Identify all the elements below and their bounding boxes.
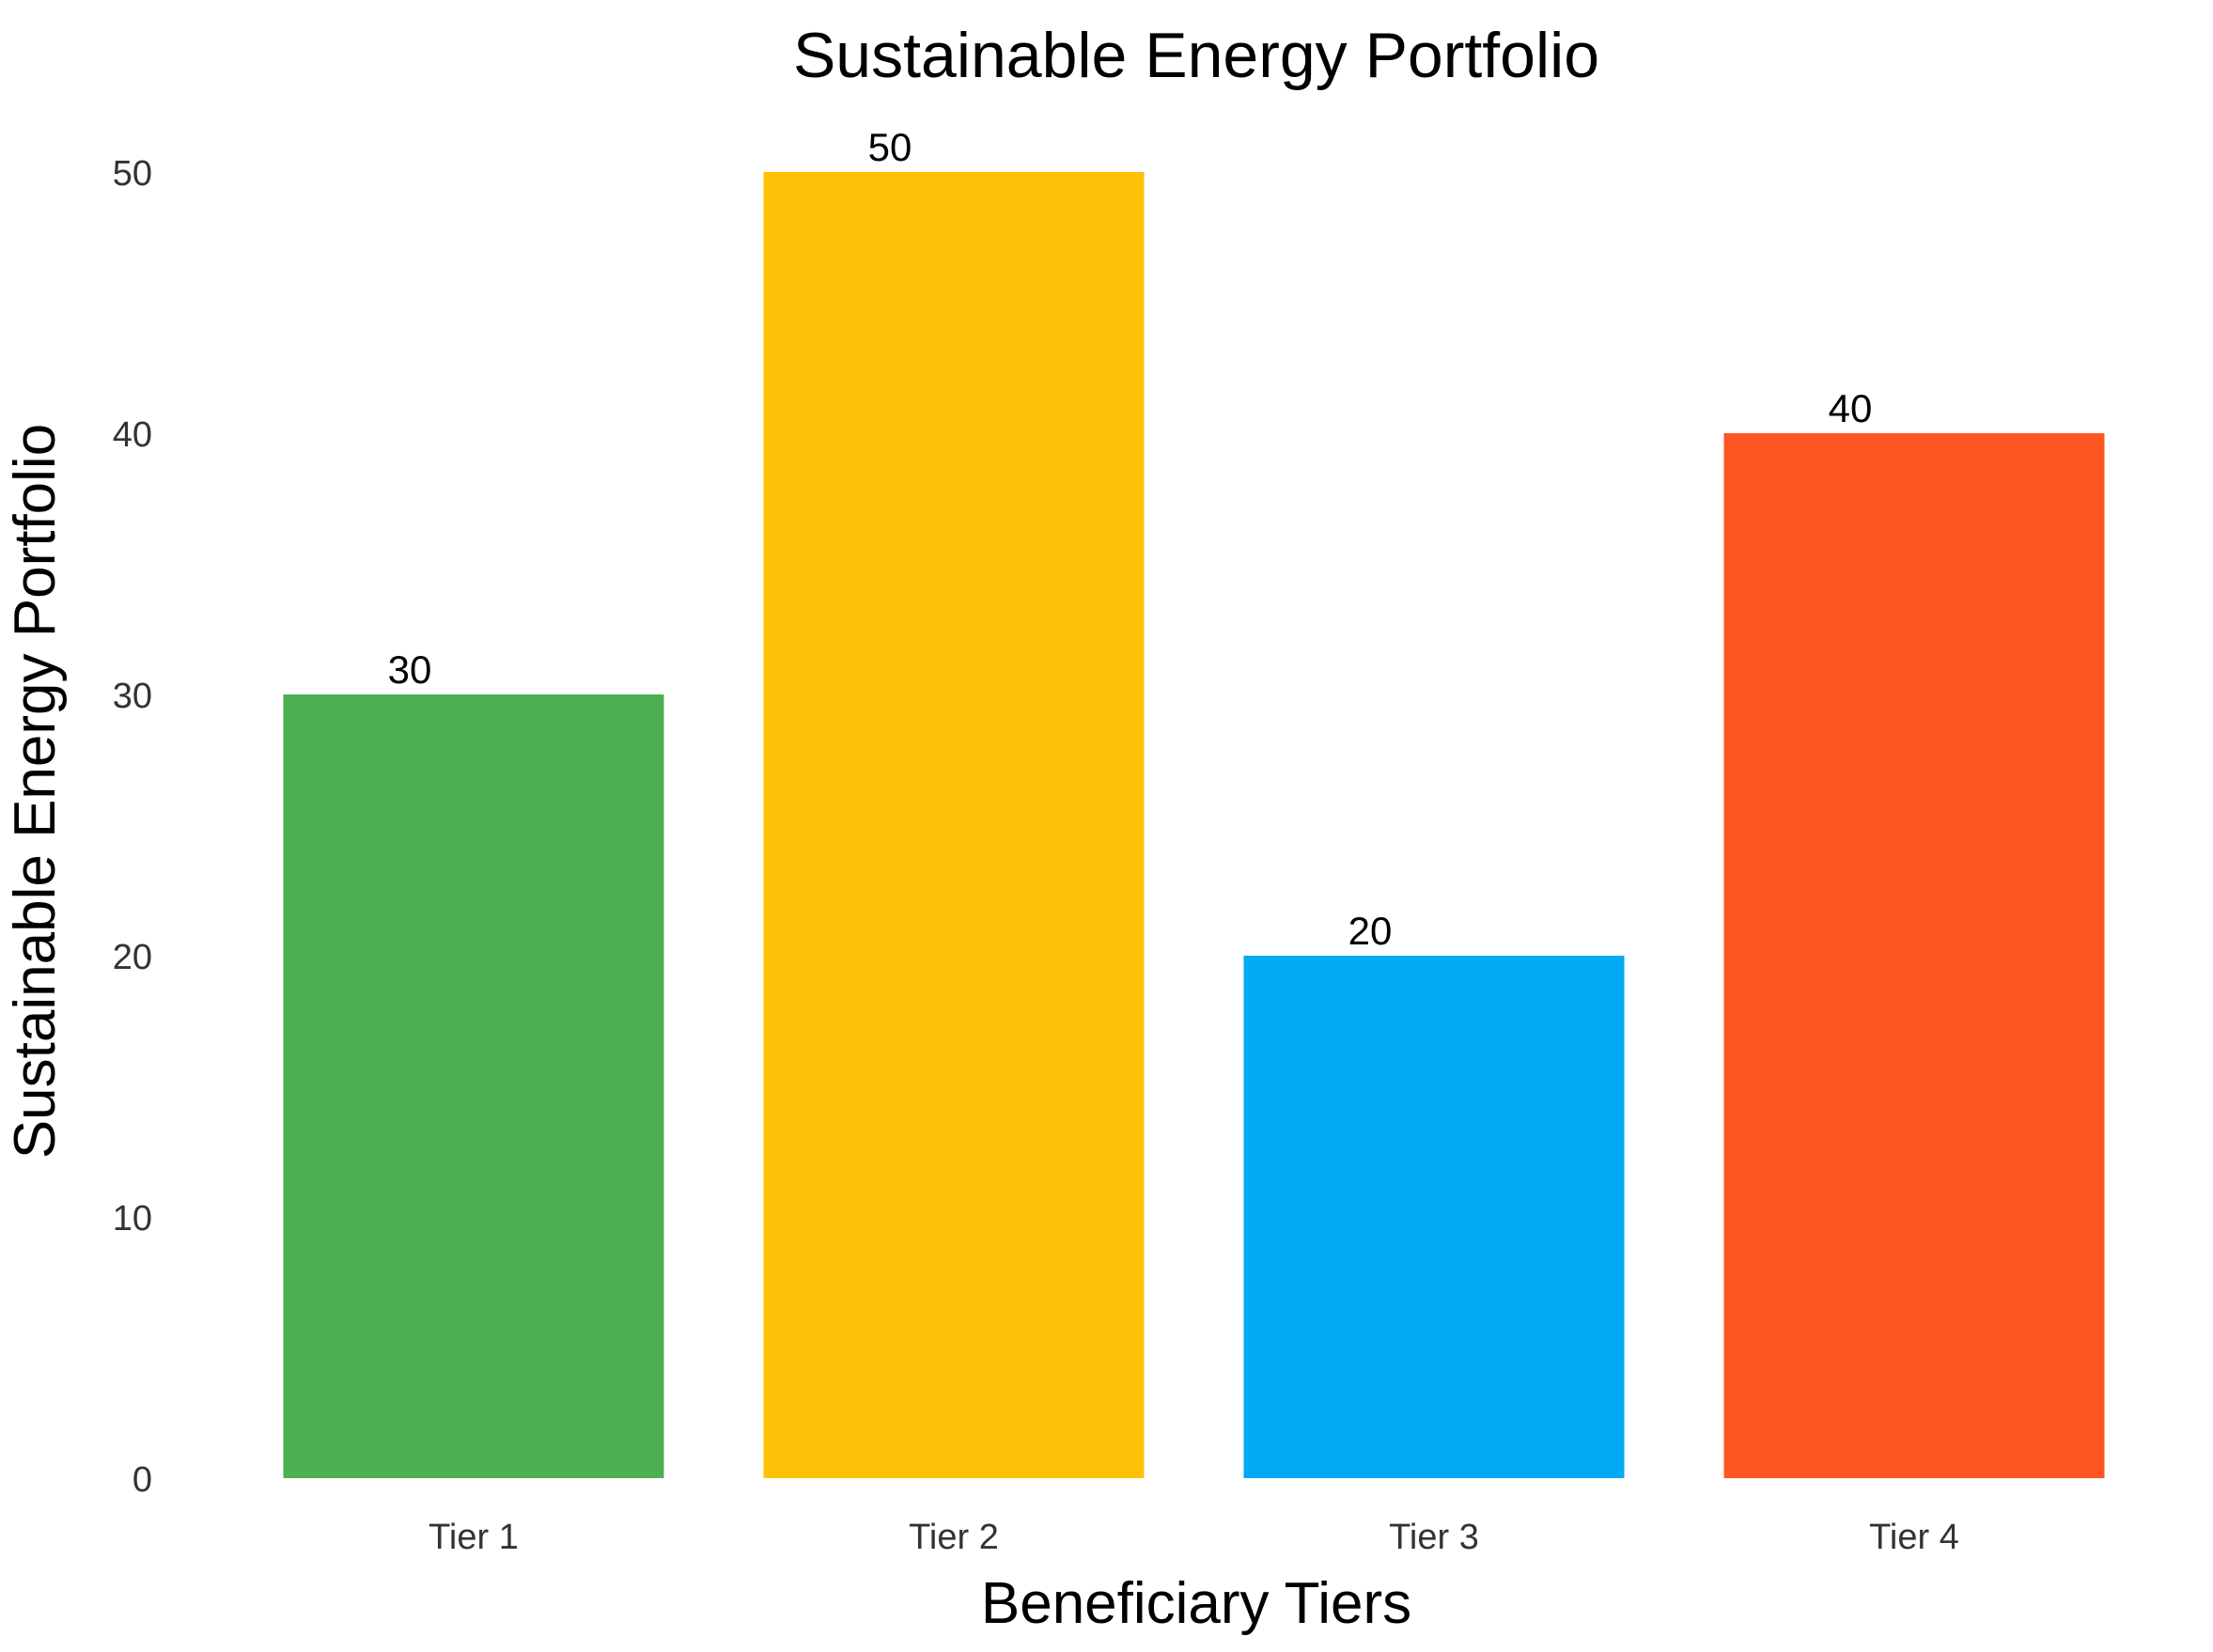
bar [763, 172, 1145, 1478]
y-tick-label: 0 [132, 1460, 152, 1500]
data-label: 20 [1348, 909, 1393, 953]
x-tick-label: Tier 4 [1869, 1518, 1959, 1557]
data-label: 50 [868, 125, 912, 169]
x-axis-label: Beneficiary Tiers [981, 1571, 1411, 1636]
y-tick-label: 10 [113, 1199, 152, 1239]
y-axis-ticks: 0 10 20 30 40 50 [113, 154, 152, 1500]
data-label: 30 [388, 647, 432, 692]
data-labels-group: 30 50 20 40 [388, 125, 1873, 953]
y-axis-label: Sustainable Energy Portfolio [3, 424, 68, 1159]
x-tick-label: Tier 1 [429, 1518, 519, 1557]
bars-group [283, 172, 2105, 1478]
x-axis-ticks: Tier 1 Tier 2 Tier 3 Tier 4 [429, 1518, 1959, 1557]
bar [283, 694, 664, 1478]
chart-title: Sustainable Energy Portfolio [793, 20, 1599, 91]
y-tick-label: 30 [113, 677, 152, 716]
x-tick-label: Tier 2 [909, 1518, 999, 1557]
y-tick-label: 20 [113, 938, 152, 977]
y-tick-label: 40 [113, 415, 152, 455]
y-tick-label: 50 [113, 154, 152, 194]
bar [1243, 956, 1625, 1478]
data-label: 40 [1829, 386, 1873, 430]
bar [1723, 433, 2105, 1478]
x-tick-label: Tier 3 [1389, 1518, 1479, 1557]
